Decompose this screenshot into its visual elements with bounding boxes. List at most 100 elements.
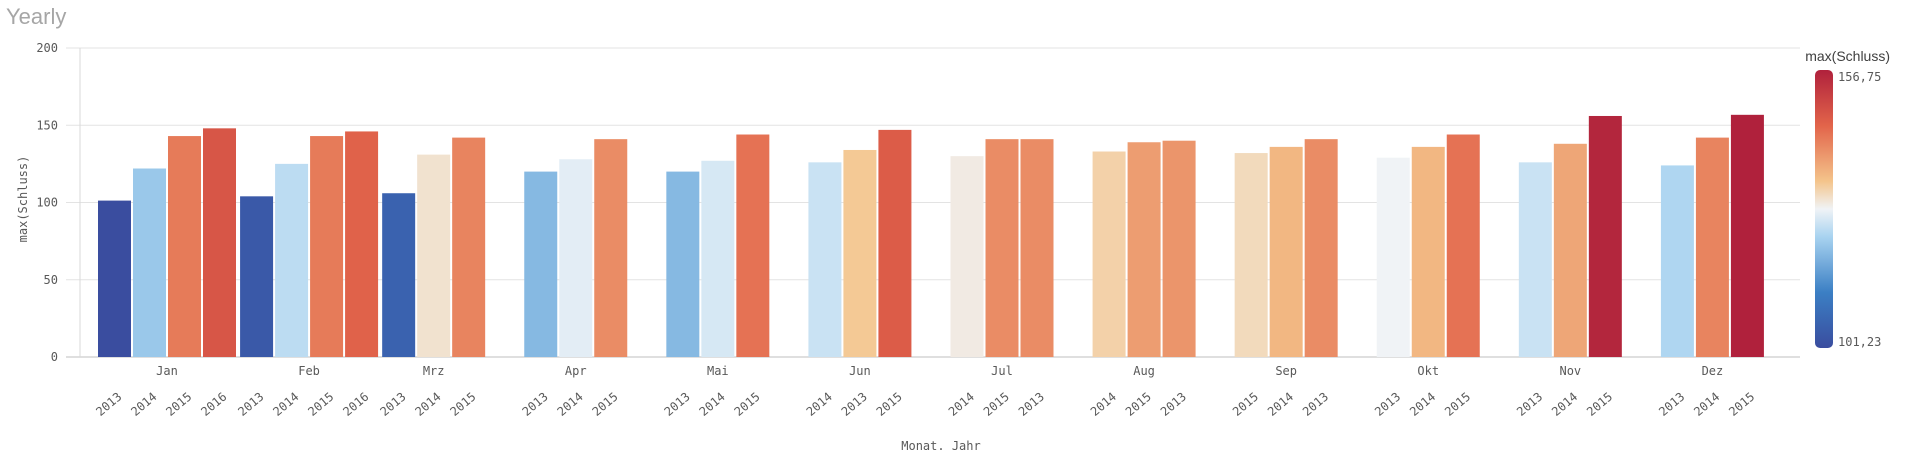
x-tick-label-year: 2013 <box>1514 390 1545 419</box>
legend-max-label: 156,75 <box>1838 70 1881 84</box>
x-tick-label-year: 2015 <box>1123 390 1154 419</box>
bar-aug-2015[interactable] <box>1127 142 1161 357</box>
x-tick-label-year: 2014 <box>128 390 159 419</box>
x-tick-label-year: 2016 <box>340 390 371 419</box>
bar-okt-2015[interactable] <box>1446 134 1480 357</box>
bar-aug-2013[interactable] <box>1162 140 1196 357</box>
bar-sep-2015[interactable] <box>1234 153 1268 357</box>
bar-mai-2014[interactable] <box>701 160 735 357</box>
x-tick-label-month: Sep <box>1275 364 1297 378</box>
x-tick-label-year: 2014 <box>1265 390 1296 419</box>
bar-mai-2013[interactable] <box>666 171 700 357</box>
bar-sep-2013[interactable] <box>1304 139 1338 357</box>
x-tick-label-year: 2015 <box>163 390 194 419</box>
x-tick-label-year: 2013 <box>1016 390 1047 419</box>
bar-jun-2014[interactable] <box>808 162 842 357</box>
bar-jun-2015[interactable] <box>878 129 912 357</box>
bar-jul-2014[interactable] <box>950 156 984 357</box>
bar-mai-2015[interactable] <box>736 134 770 357</box>
x-tick-label-year: 2013 <box>377 390 408 419</box>
bar-sep-2014[interactable] <box>1269 146 1303 357</box>
bar-jan-2014[interactable] <box>133 168 166 357</box>
x-tick-label-year: 2013 <box>1158 390 1189 419</box>
y-tick-label: 100 <box>36 196 58 210</box>
bar-aug-2014[interactable] <box>1092 151 1126 357</box>
y-tick-label: 50 <box>44 273 58 287</box>
bar-jan-2015[interactable] <box>168 136 201 357</box>
bar-dez-2015[interactable] <box>1730 114 1764 357</box>
legend-gradient-bar <box>1815 70 1833 348</box>
bar-okt-2014[interactable] <box>1411 146 1445 357</box>
legend-min-label: 101,23 <box>1838 335 1881 349</box>
bar-nov-2015[interactable] <box>1588 115 1622 357</box>
x-tick-label-month: Jan <box>156 364 178 378</box>
bar-jul-2013[interactable] <box>1020 139 1054 357</box>
x-tick-label-year: 2014 <box>1088 390 1119 419</box>
y-axis-title: max(Schluss) <box>16 156 30 243</box>
legend-title: max(Schluss) <box>1805 48 1890 64</box>
x-tick-label-year: 2013 <box>662 390 693 419</box>
chart-title: Yearly <box>6 4 67 29</box>
bars <box>98 114 1764 357</box>
bar-apr-2015[interactable] <box>594 139 628 357</box>
x-tick-label-year: 2014 <box>1691 390 1722 419</box>
bar-dez-2013[interactable] <box>1660 165 1694 357</box>
y-tick-label: 150 <box>36 118 58 132</box>
bar-feb-2013[interactable] <box>240 196 274 357</box>
x-tick-label-year: 2013 <box>839 390 870 419</box>
bar-nov-2014[interactable] <box>1553 143 1587 357</box>
bar-mrz-2015[interactable] <box>452 137 486 357</box>
x-tick-label-month: Nov <box>1559 364 1581 378</box>
x-tick-label-year: 2015 <box>1726 390 1757 419</box>
bar-jan-2016[interactable] <box>203 128 236 357</box>
bar-jan-2013[interactable] <box>98 200 131 357</box>
x-tick-label-month: Jun <box>849 364 871 378</box>
bar-apr-2014[interactable] <box>559 159 593 357</box>
x-tick-label-year: 2015 <box>1230 390 1261 419</box>
x-tick-label-year: 2015 <box>1584 390 1615 419</box>
x-tick-label-year: 2014 <box>946 390 977 419</box>
x-tick-label-year: 2013 <box>1300 390 1331 419</box>
color-legend: max(Schluss) 156,75 101,23 <box>1805 48 1890 349</box>
x-tick-label-month: Feb <box>298 364 320 378</box>
x-tick-label-year: 2013 <box>1372 390 1403 419</box>
y-tick-label: 200 <box>36 41 58 55</box>
x-tick-label-month: Aug <box>1133 364 1155 378</box>
x-axis-title: Monat. Jahr <box>901 439 980 453</box>
bar-jun-2013[interactable] <box>843 149 877 357</box>
x-tick-label-year: 2014 <box>1549 390 1580 419</box>
bar-okt-2013[interactable] <box>1376 157 1410 357</box>
x-tick-label-year: 2015 <box>732 390 763 419</box>
x-tick-label-year: 2015 <box>305 390 336 419</box>
x-tick-label-month: Mrz <box>423 364 445 378</box>
x-tick-label-year: 2015 <box>590 390 621 419</box>
x-tick-label-year: 2013 <box>235 390 266 419</box>
x-tick-label-month: Dez <box>1702 364 1724 378</box>
bar-feb-2015[interactable] <box>310 136 344 357</box>
x-tick-label-month: Okt <box>1417 364 1439 378</box>
bar-feb-2014[interactable] <box>275 163 309 357</box>
x-tick-label-month: Jul <box>991 364 1013 378</box>
x-tick-label-year: 2013 <box>1656 390 1687 419</box>
bar-mrz-2014[interactable] <box>417 154 451 357</box>
x-tick-label-year: 2016 <box>198 390 229 419</box>
x-tick-label-year: 2013 <box>520 390 551 419</box>
x-tick-label-month: Mai <box>707 364 729 378</box>
x-tick-label-year: 2015 <box>981 390 1012 419</box>
bar-dez-2014[interactable] <box>1695 137 1729 357</box>
y-tick-label: 0 <box>51 350 58 364</box>
x-tick-label-year: 2014 <box>555 390 586 419</box>
bar-jul-2015[interactable] <box>985 139 1019 357</box>
bar-nov-2013[interactable] <box>1518 162 1552 357</box>
x-tick-label-year: 2015 <box>874 390 905 419</box>
bar-mrz-2013[interactable] <box>382 193 416 357</box>
x-tick-label-month: Apr <box>565 364 587 378</box>
x-tick-label-year: 2014 <box>270 390 301 419</box>
x-tick-label-year: 2013 <box>93 390 124 419</box>
x-tick-label-year: 2014 <box>1407 390 1438 419</box>
x-tick-label-year: 2015 <box>447 390 478 419</box>
bar-apr-2013[interactable] <box>524 171 558 357</box>
bar-feb-2016[interactable] <box>345 131 379 357</box>
